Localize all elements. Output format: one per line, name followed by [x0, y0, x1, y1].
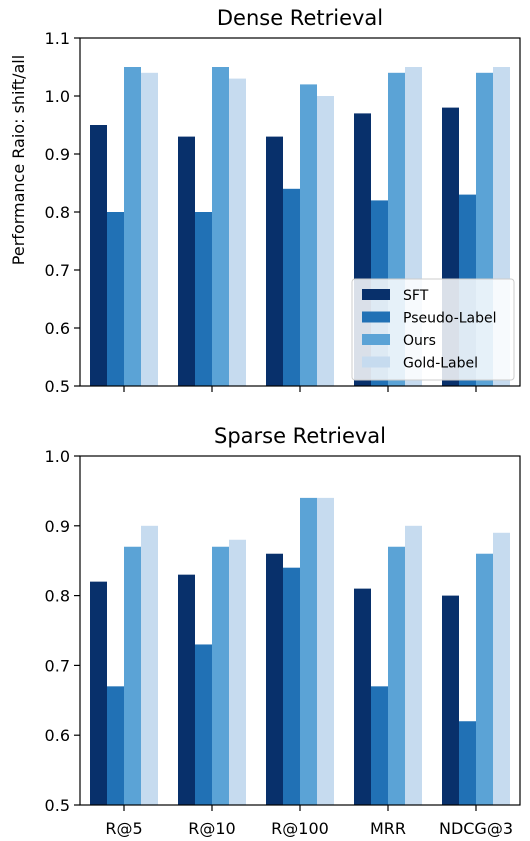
bar-r5-sft	[90, 581, 107, 805]
bar-r10-sft	[178, 574, 195, 805]
y-tick-label: 1.0	[45, 87, 70, 106]
bar-r10-pseudo-label	[195, 212, 212, 386]
legend: SFT Pseudo-Label Ours Gold-Label	[351, 278, 515, 381]
bar-ndcg3-ours	[476, 553, 493, 805]
dense-retrieval-panel: Dense Retrieval 0.5 0.6 0.7 0.8 0.9 1.0 1.1 Perf…	[9, 6, 521, 396]
y-tick-label: 0.5	[45, 796, 70, 815]
x-tick-label: NDCG@3	[439, 819, 513, 838]
legend-swatch	[362, 311, 390, 323]
sparse-retrieval-panel: Sparse Retrieval 0.5 0.6 0.7 0.8 0.9 1.0 R@5 R@1…	[45, 424, 521, 838]
y-tick-label: 0.9	[45, 145, 70, 164]
y-tick-label: 1.0	[45, 447, 70, 466]
bar-mrr-gold-label	[405, 525, 422, 805]
bar-r100-gold-label	[317, 497, 334, 805]
x-tick-label: R@10	[188, 819, 235, 838]
y-tick-label: 0.8	[45, 587, 70, 606]
bar-r5-pseudo-label	[107, 686, 124, 805]
y-tick-label: 1.1	[45, 29, 70, 48]
bar-r5-gold-label	[141, 72, 158, 387]
legend-swatch	[362, 289, 390, 300]
bar-r100-ours	[300, 497, 317, 805]
bar-r100-ours	[300, 84, 317, 387]
bar-r100-sft	[266, 553, 283, 805]
bar-mrr-sft	[354, 588, 371, 805]
bar-r100-sft	[266, 136, 283, 386]
bar-r10-ours	[212, 67, 229, 386]
bar-r10-pseudo-label	[195, 644, 212, 805]
y-tick-label: 0.6	[45, 319, 70, 338]
bar-r10-gold-label	[229, 539, 246, 805]
legend-label: Gold-Label	[403, 356, 478, 372]
y-tick-label: 0.5	[45, 377, 70, 396]
bar-ndcg3-gold-label	[493, 532, 510, 805]
bar-r5-gold-label	[141, 525, 158, 805]
bar-r10-sft	[178, 136, 195, 386]
bar-mrr-pseudo-label	[371, 686, 388, 805]
bar-r5-ours	[124, 67, 141, 386]
legend-label: Pseudo-Label	[403, 311, 497, 327]
bar-r10-ours	[212, 546, 229, 805]
y-tick-label: 0.7	[45, 656, 70, 675]
y-tick-label: 0.6	[45, 726, 70, 745]
bar-r5-sft	[90, 125, 107, 386]
bar-r100-pseudo-label	[283, 567, 300, 805]
y-tick-label: 0.7	[45, 261, 70, 280]
bar-ndcg3-sft	[442, 595, 459, 805]
legend-swatch	[362, 356, 390, 368]
x-tick-label: MRR	[370, 819, 406, 838]
chart-title: Dense Retrieval	[217, 6, 383, 30]
chart-title: Sparse Retrieval	[214, 424, 386, 448]
y-axis-label: Performance Raio: shift/all	[9, 55, 28, 265]
bar-r100-pseudo-label	[283, 188, 300, 386]
legend-label: SFT	[403, 288, 429, 304]
x-tick-label: R@5	[105, 819, 142, 838]
bar-r100-gold-label	[317, 96, 334, 386]
bar-ndcg3-pseudo-label	[459, 721, 476, 805]
bar-r5-ours	[124, 546, 141, 805]
bar-mrr-ours	[388, 546, 405, 805]
x-tick-label: R@100	[271, 819, 329, 838]
legend-swatch	[362, 334, 390, 345]
legend-box	[351, 278, 515, 381]
y-tick-label: 0.9	[45, 517, 70, 536]
y-tick-label: 0.8	[45, 203, 70, 222]
bar-r10-gold-label	[229, 78, 246, 386]
bar-r5-pseudo-label	[107, 212, 124, 386]
legend-label: Ours	[403, 333, 436, 349]
